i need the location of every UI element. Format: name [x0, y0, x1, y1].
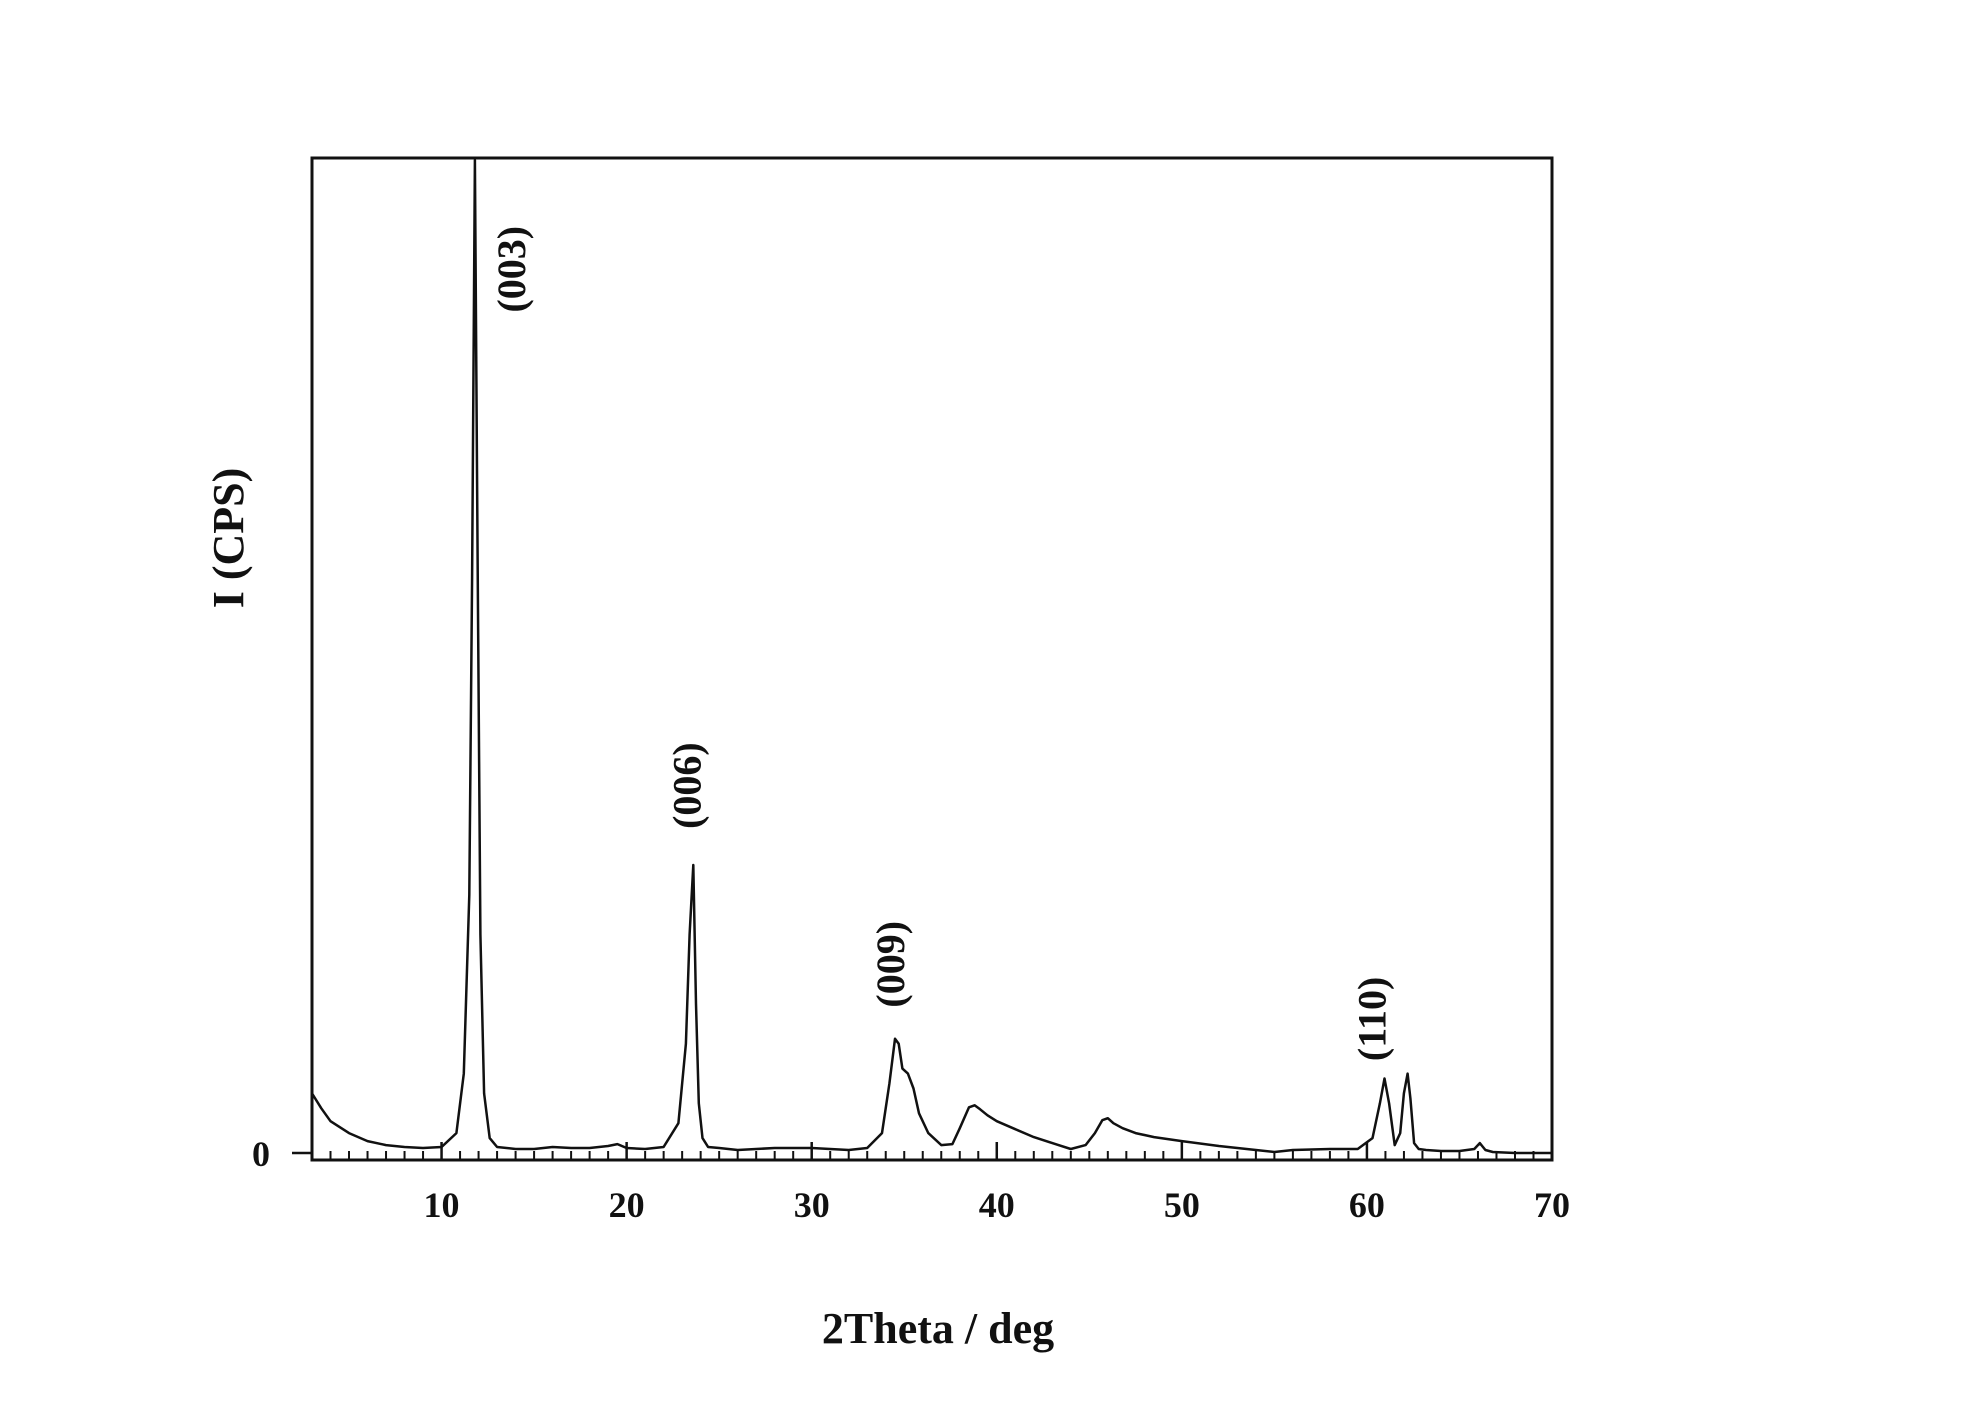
x-tick-label: 20: [609, 1185, 645, 1225]
peak-label: (110): [1349, 977, 1394, 1061]
x-tick-label: 30: [794, 1185, 830, 1225]
y-axis-tick-labels: 0: [252, 1134, 270, 1174]
peak-label: (003): [489, 226, 534, 313]
x-tick-label: 10: [424, 1185, 460, 1225]
peak-annotations: (003) (006) (009) (110): [489, 226, 1395, 1061]
peak-label: (006): [665, 742, 710, 829]
y-axis-title: I (CPS): [204, 468, 253, 609]
x-tick-label: 40: [979, 1185, 1015, 1225]
x-tick-label: 50: [1164, 1185, 1200, 1225]
peak-label: (009): [868, 921, 913, 1008]
x-axis-tick-labels: 10 20 30 40 50 60 70: [424, 1185, 1570, 1225]
y-tick-label: 0: [252, 1134, 270, 1174]
x-tick-label: 70: [1534, 1185, 1570, 1225]
x-tick-label: 60: [1349, 1185, 1385, 1225]
x-axis-title: 2Theta / deg: [822, 1304, 1054, 1353]
